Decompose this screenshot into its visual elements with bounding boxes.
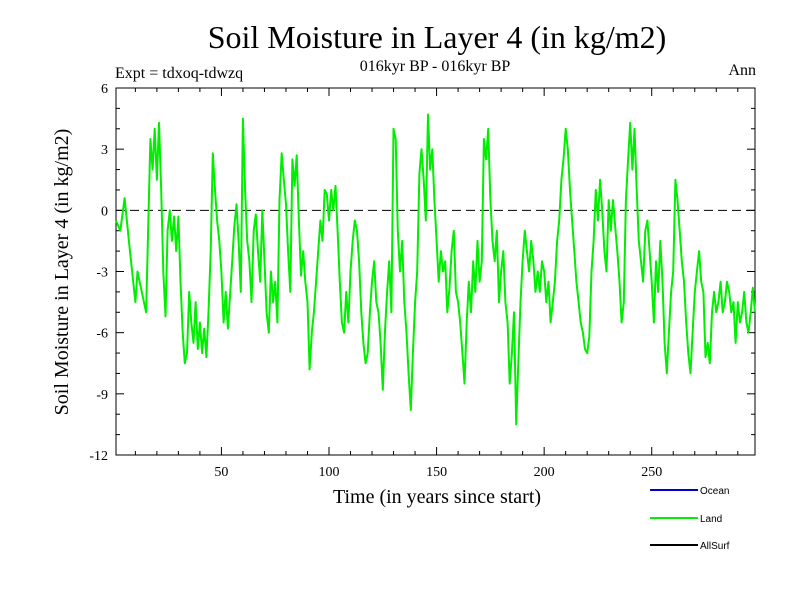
x-tick-label: 150 bbox=[426, 465, 447, 480]
y-tick-label: -6 bbox=[96, 327, 108, 342]
series-line-land bbox=[115, 113, 756, 426]
x-tick-label: 200 bbox=[534, 465, 555, 480]
y-tick-label: -3 bbox=[96, 266, 108, 281]
x-axis-label: Time (in years since start) bbox=[333, 486, 541, 508]
y-tick-label: -9 bbox=[96, 388, 108, 403]
x-tick-label: 50 bbox=[214, 465, 228, 480]
y-axis-label: Soil Moisture in Layer 4 (in kg/m2) bbox=[51, 129, 73, 416]
legend: Ocean Land AllSurf bbox=[650, 486, 730, 552]
legend-label-allsurf: AllSurf bbox=[700, 541, 730, 552]
plot-area: -12 -9 -6 -3 0 3 6 50 100 150 200 250 bbox=[89, 82, 756, 480]
y-tick-label: -12 bbox=[89, 449, 108, 464]
legend-label-ocean: Ocean bbox=[700, 486, 729, 497]
experiment-label: Expt = tdxoq-tdwzq bbox=[115, 65, 243, 82]
y-tick-label: 6 bbox=[101, 82, 108, 97]
x-tick-label: 100 bbox=[319, 465, 340, 480]
period-label: Ann bbox=[728, 62, 756, 79]
x-tick-label: 250 bbox=[641, 465, 662, 480]
y-tick-label: 3 bbox=[101, 143, 108, 158]
legend-label-land: Land bbox=[700, 514, 722, 525]
y-tick-label: 0 bbox=[101, 204, 108, 219]
chart-title: Soil Moisture in Layer 4 (in kg/m2) bbox=[208, 19, 667, 55]
chart-subtitle: 016kyr BP - 016kyr BP bbox=[360, 58, 511, 75]
